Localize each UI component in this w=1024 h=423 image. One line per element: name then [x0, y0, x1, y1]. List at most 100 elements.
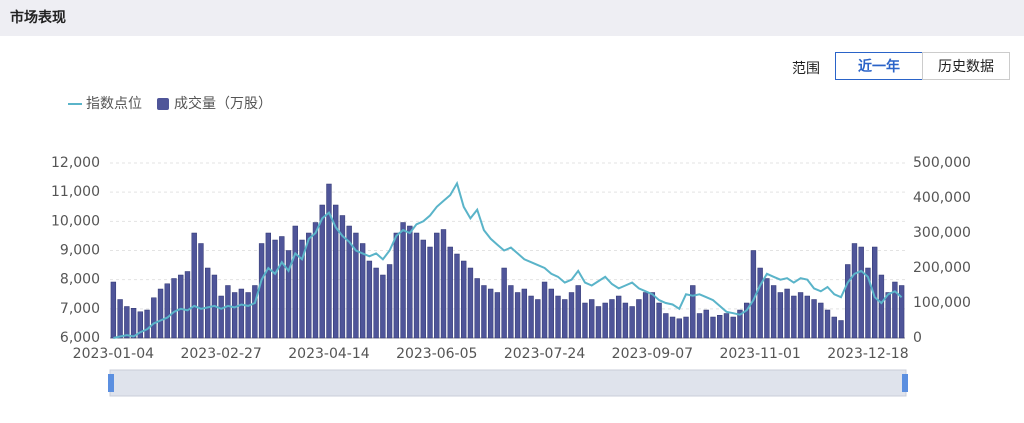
- volume-bar: [750, 250, 757, 339]
- volume-bar: [178, 274, 184, 339]
- volume-bar: [326, 183, 332, 339]
- volume-bar: [346, 225, 352, 339]
- volume-bar: [312, 222, 319, 339]
- volume-bar: [353, 232, 359, 339]
- volume-bar: [602, 302, 608, 339]
- volume-bar: [609, 299, 615, 339]
- volume-bar: [191, 232, 197, 339]
- volume-bar: [501, 267, 507, 339]
- volume-bar: [252, 285, 258, 339]
- volume-bar: [535, 299, 541, 339]
- volume-bar: [548, 288, 554, 339]
- volume-bar: [669, 316, 676, 339]
- volume-bar: [622, 302, 629, 339]
- y2-tick-label: 200,000: [913, 260, 971, 276]
- y2-tick-label: 300,000: [913, 225, 971, 241]
- volume-bar: [306, 232, 312, 339]
- volume-bar: [562, 299, 568, 339]
- volume-bar: [797, 292, 804, 339]
- volume-bar: [743, 302, 750, 339]
- volume-bar: [164, 283, 170, 339]
- legend-swatch: [157, 98, 169, 110]
- volume-bar: [649, 292, 656, 339]
- volume-bar: [272, 239, 278, 339]
- volume-bar: [737, 309, 743, 339]
- volume-bar: [171, 278, 177, 339]
- x-tick-label: 2023-11-01: [719, 346, 800, 362]
- header: 市场表现: [0, 0, 1024, 36]
- y2-tick-label: 0: [913, 330, 922, 346]
- slider-handle: [108, 374, 114, 392]
- range-button[interactable]: 近一年: [835, 52, 923, 80]
- history-button[interactable]: 历史数据: [922, 52, 1010, 80]
- y-tick-label: 7,000: [60, 301, 100, 317]
- range-label: 范围: [792, 61, 820, 77]
- volume-bar: [420, 239, 426, 339]
- volume-bar: [865, 267, 871, 339]
- volume-bar: [386, 264, 393, 339]
- volume-bar: [723, 313, 730, 339]
- volume-bar: [380, 274, 386, 339]
- volume-bar: [258, 243, 265, 339]
- slider-handle: [902, 374, 908, 392]
- volume-bar: [265, 232, 272, 339]
- volume-bar: [656, 302, 662, 339]
- volume-bar: [898, 285, 905, 339]
- header-title: 市场表现: [10, 10, 66, 26]
- volume-bar: [339, 215, 346, 339]
- y2-tick-label: 400,000: [913, 190, 971, 206]
- volume-bar: [434, 232, 440, 339]
- volume-bar: [595, 306, 602, 339]
- volume-bar: [205, 267, 211, 339]
- volume-bar: [872, 246, 878, 339]
- volume-bar: [211, 274, 218, 339]
- volume-bar: [521, 288, 528, 339]
- volume-bar: [285, 250, 292, 339]
- x-tick-label: 2023-09-07: [612, 346, 693, 362]
- volume-bar: [447, 246, 453, 339]
- y-tick-label: 9,000: [60, 243, 100, 259]
- volume-bar: [804, 295, 810, 339]
- volume-bar: [838, 320, 844, 339]
- volume-bar: [811, 299, 817, 339]
- volume-bar: [541, 281, 548, 339]
- volume-bar: [454, 253, 460, 339]
- volume-bar: [440, 229, 447, 339]
- volume-bar: [366, 260, 373, 339]
- volume-bar: [481, 285, 487, 339]
- volume-bar: [124, 306, 130, 339]
- volume-bar: [784, 288, 790, 339]
- volume-bar: [299, 239, 305, 339]
- volume-bar: [279, 236, 285, 339]
- volume-bar: [885, 292, 891, 339]
- volume-bar: [818, 302, 824, 339]
- volume-bar: [892, 281, 898, 339]
- y-tick-label: 11,000: [51, 184, 100, 200]
- legend-label: 指数点位: [86, 96, 142, 112]
- volume-bar: [333, 204, 339, 339]
- volume-bar: [151, 297, 157, 339]
- volume-bar: [757, 267, 763, 339]
- volume-bar: [555, 295, 561, 339]
- volume-bar: [508, 285, 514, 339]
- volume-bar: [144, 309, 150, 339]
- volume-bar: [407, 225, 413, 339]
- volume-bar: [110, 281, 117, 339]
- volume-bar: [824, 309, 831, 339]
- volume-bar: [413, 232, 420, 339]
- y-tick-label: 10,000: [51, 213, 100, 229]
- volume-bar: [575, 285, 581, 339]
- volume-bar: [717, 315, 723, 339]
- x-tick-label: 2023-06-05: [396, 346, 477, 362]
- volume-bar: [589, 299, 595, 339]
- volume-bar: [130, 308, 137, 339]
- volume-bar: [676, 318, 682, 339]
- volume-bar: [791, 295, 797, 339]
- volume-bar: [393, 232, 400, 339]
- volume-bar: [319, 204, 325, 339]
- volume-bar: [373, 267, 379, 339]
- volume-bar: [831, 316, 837, 339]
- x-tick-label: 2023-02-27: [180, 346, 261, 362]
- y-tick-label: 6,000: [60, 330, 100, 346]
- y-tick-label: 8,000: [60, 272, 100, 288]
